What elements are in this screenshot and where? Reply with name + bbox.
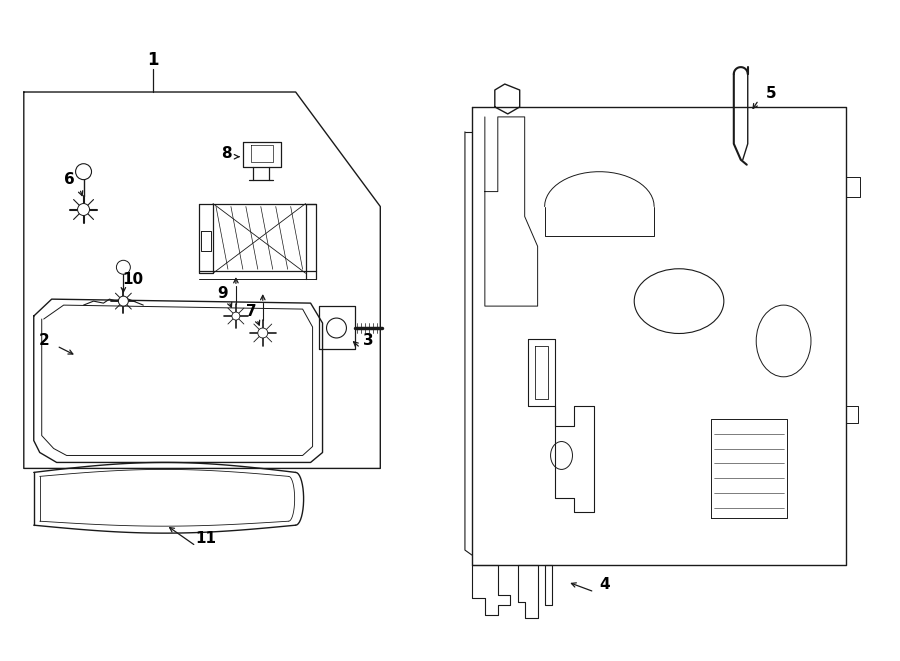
Text: 3: 3 (363, 333, 374, 348)
Text: 9: 9 (218, 286, 229, 301)
Text: 2: 2 (39, 333, 50, 348)
Text: 4: 4 (599, 578, 609, 592)
Text: 5: 5 (765, 87, 776, 102)
Text: 7: 7 (246, 303, 256, 319)
Circle shape (232, 312, 240, 320)
Circle shape (119, 296, 129, 306)
Text: 1: 1 (148, 51, 159, 69)
Text: 11: 11 (195, 531, 217, 545)
Text: 6: 6 (64, 172, 75, 187)
Circle shape (77, 204, 89, 215)
Text: 10: 10 (122, 272, 144, 287)
Circle shape (76, 164, 92, 180)
Text: 8: 8 (220, 146, 231, 161)
Circle shape (116, 260, 130, 274)
Circle shape (257, 328, 268, 338)
